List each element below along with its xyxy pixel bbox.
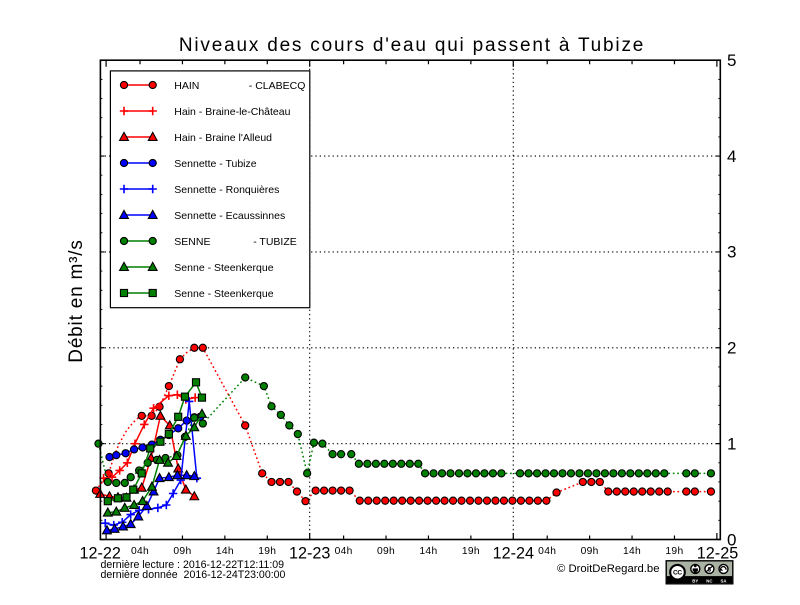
svg-text:04h: 04h (131, 546, 149, 557)
svg-text:09h: 09h (581, 546, 599, 557)
svg-text:- TUBIZE: - TUBIZE (253, 236, 297, 248)
svg-text:- CLABECQ: - CLABECQ (249, 80, 306, 92)
svg-text:3: 3 (727, 243, 736, 262)
svg-text:12-24: 12-24 (493, 545, 534, 563)
svg-text:19h: 19h (462, 546, 480, 557)
svg-text:09h: 09h (377, 546, 395, 557)
svg-text:Senne - Steenkerque: Senne - Steenkerque (174, 288, 273, 300)
svg-text:12-23: 12-23 (289, 545, 330, 563)
svg-text:dernière donnée 2016-12-24T23: dernière donnée 2016-12-24T23:00:00 (101, 569, 286, 581)
svg-text:Débit en m³/s: Débit en m³/s (66, 239, 87, 362)
svg-text:HAIN: HAIN (174, 80, 199, 92)
svg-text:12-22: 12-22 (79, 545, 120, 563)
svg-text:14h: 14h (419, 546, 437, 557)
svg-text:Hain - Braine-le-Château: Hain - Braine-le-Château (174, 106, 290, 118)
svg-text:SA: SA (721, 578, 727, 583)
svg-text:12-25: 12-25 (697, 545, 738, 563)
svg-text:19h: 19h (258, 546, 276, 557)
svg-text:Niveaux des cours d'eau qui pa: Niveaux des cours d'eau qui passent à Tu… (179, 35, 645, 56)
svg-text:Senne - Steenkerque: Senne - Steenkerque (174, 262, 273, 274)
svg-text:0: 0 (727, 530, 736, 549)
svg-text:14h: 14h (623, 546, 641, 557)
svg-text:Sennette - Ecaussinnes: Sennette - Ecaussinnes (174, 210, 285, 222)
svg-text:09h: 09h (173, 546, 191, 557)
svg-text:© DroitDeRegard.be: © DroitDeRegard.be (557, 563, 660, 575)
svg-text:BY: BY (692, 578, 698, 583)
svg-text:Hain - Braine l'Alleud: Hain - Braine l'Alleud (174, 132, 272, 144)
svg-text:CC: CC (673, 569, 682, 576)
svg-text:dernière lecture : 2016-12-22T: dernière lecture : 2016-12-22T12:11:09 (101, 559, 285, 571)
svg-text:2: 2 (727, 339, 736, 358)
svg-text:Sennette - Tubize: Sennette - Tubize (174, 158, 256, 170)
svg-text:04h: 04h (335, 546, 353, 557)
svg-text:5: 5 (727, 51, 736, 70)
svg-text:4: 4 (727, 147, 736, 166)
svg-text:NC: NC (706, 578, 712, 583)
svg-text:1: 1 (727, 434, 736, 453)
svg-text:Sennette - Ronquières: Sennette - Ronquières (174, 184, 279, 196)
svg-text:$: $ (708, 566, 712, 573)
svg-text:SENNE: SENNE (174, 236, 210, 248)
svg-text:04h: 04h (538, 546, 556, 557)
svg-text:14h: 14h (216, 546, 234, 557)
svg-text:19h: 19h (665, 546, 683, 557)
